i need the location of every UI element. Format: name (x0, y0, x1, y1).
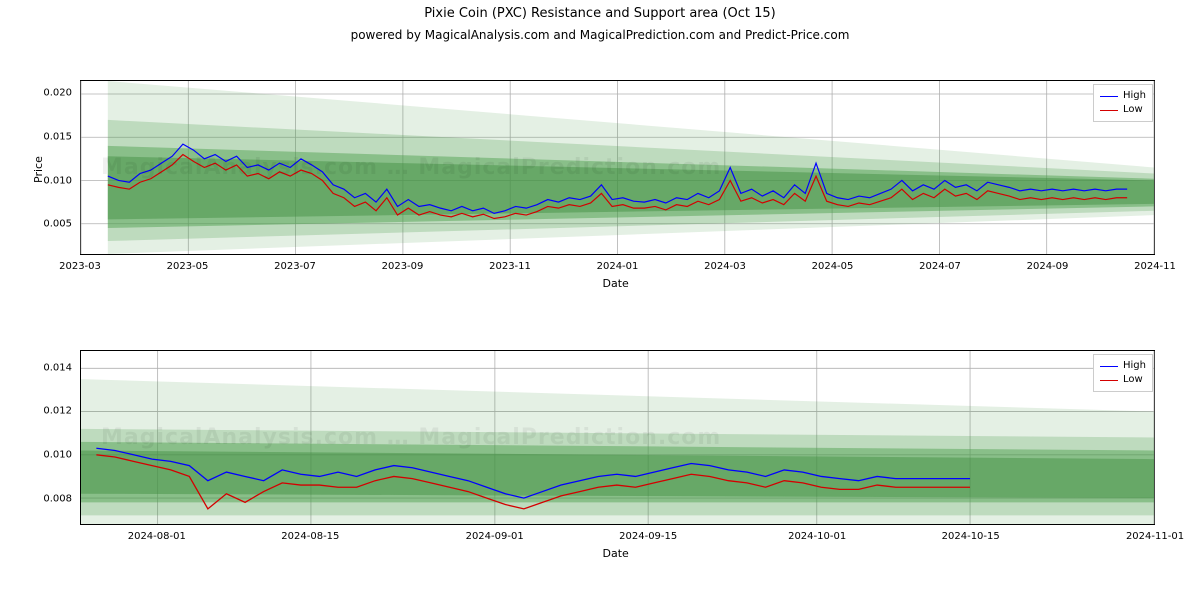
chart-panel-top: MagicalAnalysis.com … MagicalPrediction.… (80, 80, 1155, 255)
legend-swatch (1100, 380, 1118, 381)
legend-label: High (1123, 89, 1146, 103)
legend-label: High (1123, 359, 1146, 373)
ytick: 0.012 (22, 406, 72, 417)
ytick: 0.008 (22, 493, 72, 504)
ytick: 0.010 (22, 450, 72, 461)
legend-swatch (1100, 110, 1118, 111)
xtick: 2024-09 (1027, 261, 1069, 272)
ytick: 0.010 (22, 175, 72, 186)
legend-label: Low (1123, 103, 1143, 117)
ytick: 0.020 (22, 88, 72, 99)
ytick: 0.014 (22, 362, 72, 373)
legend-item: Low (1100, 103, 1146, 117)
xlabel: Date (603, 277, 629, 290)
legend-item: High (1100, 89, 1146, 103)
legend: HighLow (1093, 84, 1153, 122)
xtick: 2023-07 (274, 261, 316, 272)
xtick: 2024-08-15 (281, 531, 339, 542)
xtick: 2024-09-01 (466, 531, 524, 542)
legend-swatch (1100, 366, 1118, 367)
xtick: 2023-11 (489, 261, 531, 272)
legend-item: Low (1100, 373, 1146, 387)
legend-label: Low (1123, 373, 1143, 387)
xtick: 2023-05 (167, 261, 209, 272)
watermark: MagicalAnalysis.com … MagicalPrediction.… (101, 425, 721, 450)
ytick: 0.015 (22, 131, 72, 142)
xlabel: Date (603, 547, 629, 560)
xtick: 2024-11 (1134, 261, 1176, 272)
chart-panel-bottom: MagicalAnalysis.com … MagicalPrediction.… (80, 350, 1155, 525)
xtick: 2024-03 (704, 261, 746, 272)
xtick: 2024-07 (919, 261, 961, 272)
legend-item: High (1100, 359, 1146, 373)
xtick: 2024-08-01 (128, 531, 186, 542)
ytick: 0.005 (22, 219, 72, 230)
chart-title: Pixie Coin (PXC) Resistance and Support … (0, 6, 1200, 21)
legend: HighLow (1093, 354, 1153, 392)
xtick: 2024-10-01 (788, 531, 846, 542)
xtick: 2023-09 (382, 261, 424, 272)
xtick: 2024-11-01 (1126, 531, 1184, 542)
xtick: 2024-05 (812, 261, 854, 272)
xtick: 2024-10-15 (942, 531, 1000, 542)
xtick: 2023-03 (59, 261, 101, 272)
watermark: MagicalAnalysis.com … MagicalPrediction.… (101, 155, 721, 180)
ylabel: Price (32, 156, 45, 183)
xtick: 2024-09-15 (619, 531, 677, 542)
chart-subtitle: powered by MagicalAnalysis.com and Magic… (0, 28, 1200, 42)
figure: Pixie Coin (PXC) Resistance and Support … (0, 0, 1200, 600)
legend-swatch (1100, 96, 1118, 97)
xtick: 2024-01 (597, 261, 639, 272)
